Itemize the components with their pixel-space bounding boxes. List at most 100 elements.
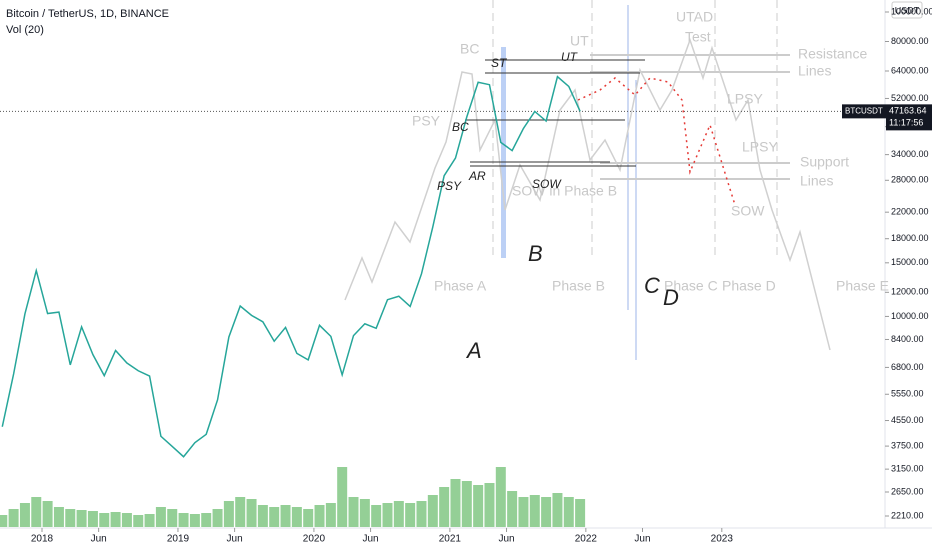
annotation: UT <box>561 50 579 64</box>
annotation: ST <box>491 56 508 70</box>
y-tick-label: 22000.00 <box>891 207 929 217</box>
volume-bar <box>382 503 393 527</box>
x-tick-label: 2021 <box>439 534 462 545</box>
volume-label: Vol (20) <box>6 24 44 36</box>
x-tick-label: 2020 <box>303 534 326 545</box>
volume-bar <box>416 501 427 527</box>
symbol: BTCUSDT <box>845 106 883 115</box>
volume-bar <box>473 485 484 527</box>
y-tick-label: 5550.00 <box>891 389 924 399</box>
volume-bar <box>439 487 450 527</box>
annotation: PSY <box>437 179 462 193</box>
annotation: UT <box>570 33 589 49</box>
x-tick-label: 2022 <box>575 534 598 545</box>
y-tick-label: 64000.00 <box>891 65 929 75</box>
x-tick-label: Jun <box>634 534 650 545</box>
volume-bar <box>99 513 110 527</box>
volume-bar <box>201 513 212 527</box>
y-tick-label: 15000.00 <box>891 257 929 267</box>
volume-bar <box>178 513 189 527</box>
y-tick-label: 6800.00 <box>891 362 924 372</box>
volume-bar <box>155 507 166 527</box>
y-tick-label: 2650.00 <box>891 486 924 496</box>
annotation: Resistance <box>798 46 867 62</box>
volume-bar <box>212 509 223 527</box>
countdown: 11:17:56 <box>889 118 923 128</box>
annotation: BC <box>452 120 469 134</box>
y-tick-label: 28000.00 <box>891 175 929 185</box>
volume-bar <box>484 483 495 527</box>
volume-bar <box>280 505 291 527</box>
symbol-badge <box>842 104 886 119</box>
annotation: C <box>644 273 660 298</box>
volume-bar <box>348 497 359 527</box>
volume-bar <box>359 499 370 527</box>
volume-bar <box>405 503 416 527</box>
annotation: SOW in Phase B <box>512 183 617 199</box>
volume-bar <box>575 499 586 527</box>
volume-bar <box>121 513 132 527</box>
volume-bar <box>110 512 121 527</box>
annotation: Lines <box>800 173 833 189</box>
volume-bar <box>371 505 382 527</box>
y-tick-label: 2210.00 <box>891 510 924 520</box>
annotation: D <box>663 285 679 310</box>
volume-bar <box>529 495 540 527</box>
volume-bar <box>461 481 472 527</box>
y-tick-label: 80000.00 <box>891 36 929 46</box>
annotation: BC <box>460 41 479 57</box>
annotation: Support <box>800 154 849 170</box>
annotation: B <box>528 241 543 266</box>
y-tick-label: 12000.00 <box>891 287 929 297</box>
y-tick-label: 34000.00 <box>891 149 929 159</box>
currency-badge <box>891 1 923 19</box>
volume-bar <box>314 505 325 527</box>
y-tick-label: 52000.00 <box>891 93 929 103</box>
annotation: Lines <box>798 63 831 79</box>
annotation: Phase A <box>434 278 487 294</box>
volume-bar <box>518 497 529 527</box>
x-tick-label: 2018 <box>31 534 54 545</box>
volume-bar <box>325 503 336 527</box>
volume-bar <box>257 505 268 527</box>
volume-bar <box>507 491 518 527</box>
volume-bar <box>133 515 144 527</box>
volume-bar <box>303 509 314 527</box>
volume-bar <box>246 499 257 527</box>
x-tick-label: Jun <box>363 534 379 545</box>
y-tick-label: 8400.00 <box>891 334 924 344</box>
currency: USDT <box>895 5 920 15</box>
volume-bar <box>495 467 506 527</box>
x-tick-label: Jun <box>91 534 107 545</box>
y-tick-label: 100000.00 <box>891 6 932 16</box>
volume-bar <box>552 493 563 527</box>
annotation: Phase D <box>722 278 776 294</box>
volume-bar <box>427 495 438 527</box>
volume-bar <box>76 510 87 527</box>
price-badge <box>886 104 932 131</box>
volume-bar <box>563 497 574 527</box>
y-tick-label: 4550.00 <box>891 415 924 425</box>
volume-bar <box>87 511 98 527</box>
volume-bar <box>235 497 246 527</box>
volume-bar <box>189 514 200 527</box>
annotation: SOW <box>731 203 765 219</box>
annotation: UTAD <box>676 9 713 25</box>
volume-bar <box>223 501 234 527</box>
y-tick-label: 3150.00 <box>891 464 924 474</box>
volume-bar <box>8 509 19 527</box>
annotation: LPSY <box>742 139 778 155</box>
volume-bar <box>541 497 552 527</box>
annotation: Test <box>685 29 711 45</box>
volume-bar <box>167 509 178 527</box>
annotation: LPSY <box>727 91 763 107</box>
volume-bar <box>144 514 155 527</box>
last-price: 47163.64 <box>889 106 927 116</box>
volume-bar <box>65 509 76 527</box>
volume-bar <box>393 501 404 527</box>
annotation: Phase E <box>836 278 889 294</box>
x-tick-label: Jun <box>498 534 514 545</box>
volume-bar <box>269 507 280 527</box>
volume-bar <box>53 507 64 527</box>
